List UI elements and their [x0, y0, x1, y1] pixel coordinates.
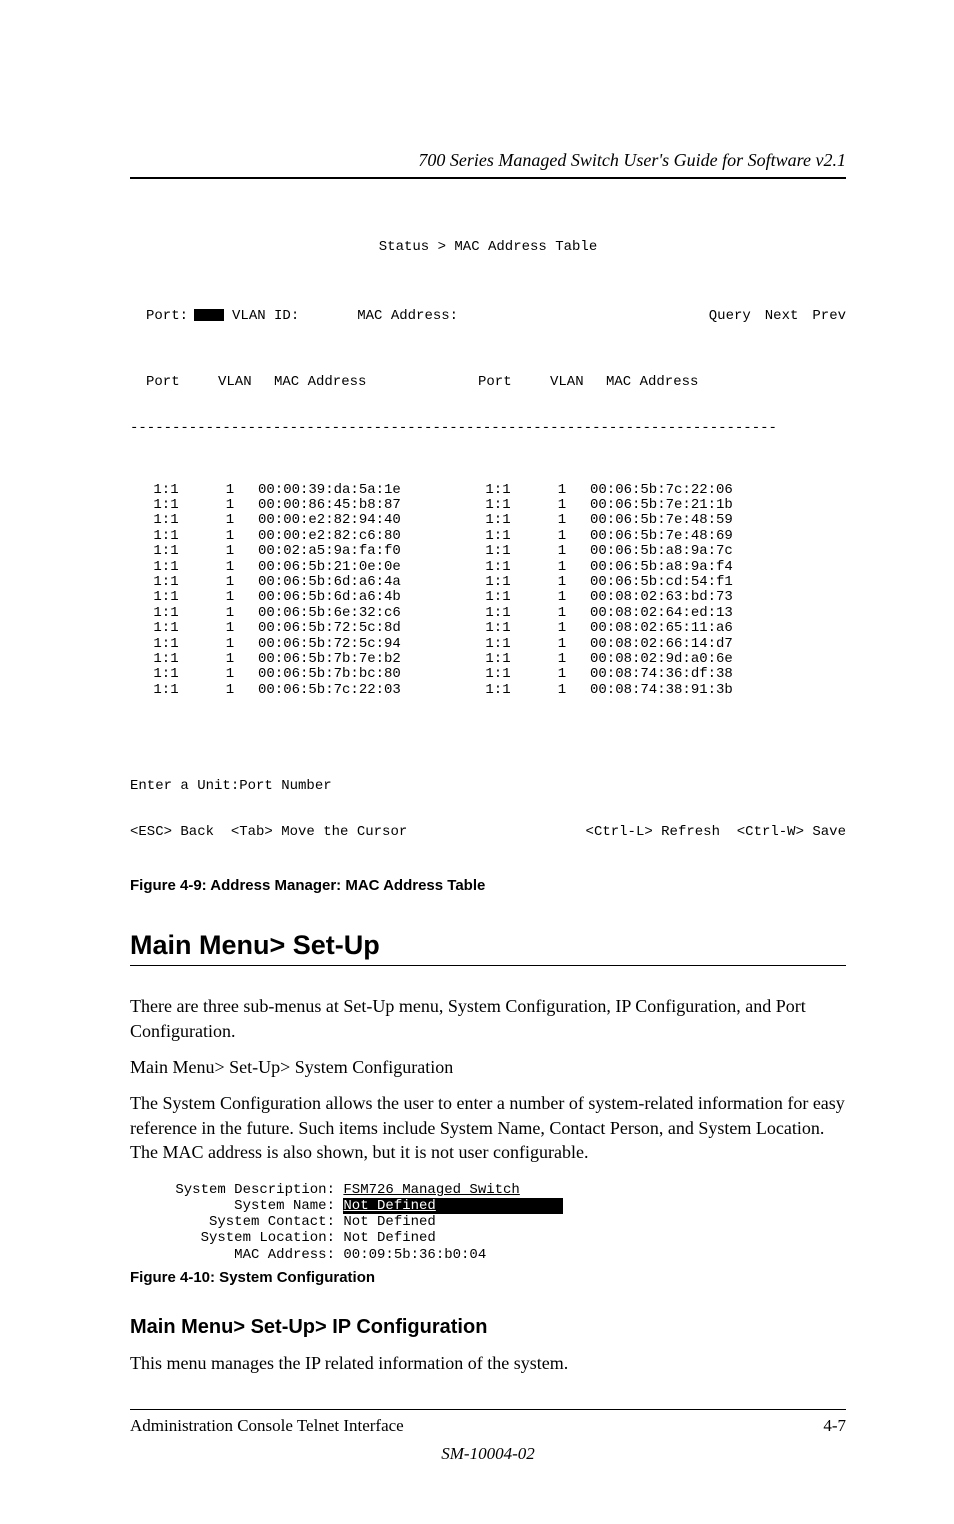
table-row: 1:1100:06:5b:6d:a6:4b1:1100:08:02:63:bd:…	[130, 590, 846, 605]
col-header-mac: MAC Address	[274, 375, 464, 390]
running-header: 700 Series Managed Switch User's Guide f…	[130, 150, 846, 179]
mac-address-table-terminal: Status > MAC Address Table Port: VLAN ID…	[130, 209, 846, 871]
table-row: 1:1100:06:5b:72:5c:941:1100:08:02:66:14:…	[130, 637, 846, 652]
footer-rule	[130, 1409, 846, 1410]
table-row: 1:1100:00:39:da:5a:1e1:1100:06:5b:7c:22:…	[130, 483, 846, 498]
table-row: 1:1100:00:e2:82:c6:801:1100:06:5b:7e:48:…	[130, 529, 846, 544]
mac-address-field-label: MAC Address:	[357, 309, 458, 324]
col-header-mac-2: MAC Address	[606, 375, 796, 390]
sys-location-value: Not Defined	[343, 1230, 435, 1246]
setup-paragraph-3: The System Configuration allows the user…	[130, 1091, 846, 1164]
sys-name-value[interactable]: Not Defined	[343, 1198, 563, 1214]
port-field-label: Port:	[146, 309, 188, 324]
port-input-cursor[interactable]	[194, 309, 224, 321]
sys-contact-value: Not Defined	[343, 1214, 435, 1230]
table-row: 1:1100:06:5b:7b:bc:801:1100:08:74:36:df:…	[130, 667, 846, 682]
table-row: 1:1100:06:5b:7b:7e:b21:1100:08:02:9d:a0:…	[130, 652, 846, 667]
col-header-vlan: VLAN	[218, 375, 274, 390]
divider-line: ----------------------------------------…	[130, 421, 846, 436]
sys-location-label: System Location:	[160, 1230, 335, 1246]
table-row: 1:1100:06:5b:21:0e:0e1:1100:06:5b:a8:9a:…	[130, 560, 846, 575]
setup-heading: Main Menu> Set-Up	[130, 930, 846, 961]
table-row: 1:1100:02:a5:9a:fa:f01:1100:06:5b:a8:9a:…	[130, 544, 846, 559]
bottom-right-hint: <Ctrl-L> Refresh <Ctrl-W> Save	[586, 825, 846, 840]
table-row: 1:1100:00:86:45:b8:871:1100:06:5b:7e:21:…	[130, 498, 846, 513]
sys-desc-value: FSM726 Managed Switch	[343, 1182, 519, 1198]
table-row: 1:1100:00:e2:82:94:401:1100:06:5b:7e:48:…	[130, 513, 846, 528]
table-row: 1:1100:06:5b:72:5c:8d1:1100:08:02:65:11:…	[130, 621, 846, 636]
prompt-line: Enter a Unit:Port Number	[130, 779, 846, 794]
system-configuration-terminal: System Description: FSM726 Managed Switc…	[160, 1182, 846, 1262]
next-button[interactable]: Next	[765, 309, 799, 324]
table-row: 1:1100:06:5b:6d:a6:4a1:1100:06:5b:cd:54:…	[130, 575, 846, 590]
figure-4-10-caption: Figure 4-10: System Configuration	[130, 1269, 846, 1286]
prev-button[interactable]: Prev	[812, 309, 846, 324]
sys-name-label: System Name:	[160, 1198, 335, 1214]
ip-config-heading: Main Menu> Set-Up> IP Configuration	[130, 1316, 846, 1339]
vlan-id-field-label: VLAN ID:	[232, 309, 299, 324]
terminal-title: Status > MAC Address Table	[130, 240, 846, 255]
sys-mac-label: MAC Address:	[160, 1247, 335, 1263]
table-row: 1:1100:06:5b:7c:22:031:1100:08:74:38:91:…	[130, 683, 846, 698]
footer-center: SM-10004-02	[130, 1444, 846, 1464]
figure-4-9-caption: Figure 4-9: Address Manager: MAC Address…	[130, 877, 846, 894]
sys-mac-value: 00:09:5b:36:b0:04	[343, 1247, 486, 1263]
bottom-left-hint: <ESC> Back <Tab> Move the Cursor	[130, 825, 407, 840]
sys-desc-label: System Description:	[160, 1182, 335, 1198]
footer-right: 4-7	[823, 1416, 846, 1436]
section-rule	[130, 965, 846, 966]
table-row: 1:1100:06:5b:6e:32:c61:1100:08:02:64:ed:…	[130, 606, 846, 621]
ip-config-paragraph-1: This menu manages the IP related informa…	[130, 1351, 846, 1375]
col-header-port-2: Port	[478, 375, 550, 390]
footer-left: Administration Console Telnet Interface	[130, 1416, 404, 1436]
sys-contact-label: System Contact:	[160, 1214, 335, 1230]
setup-paragraph-2: Main Menu> Set-Up> System Configuration	[130, 1055, 846, 1079]
col-header-vlan-2: VLAN	[550, 375, 606, 390]
col-header-port: Port	[130, 375, 218, 390]
query-button[interactable]: Query	[709, 309, 751, 324]
setup-paragraph-1: There are three sub-menus at Set-Up menu…	[130, 994, 846, 1043]
